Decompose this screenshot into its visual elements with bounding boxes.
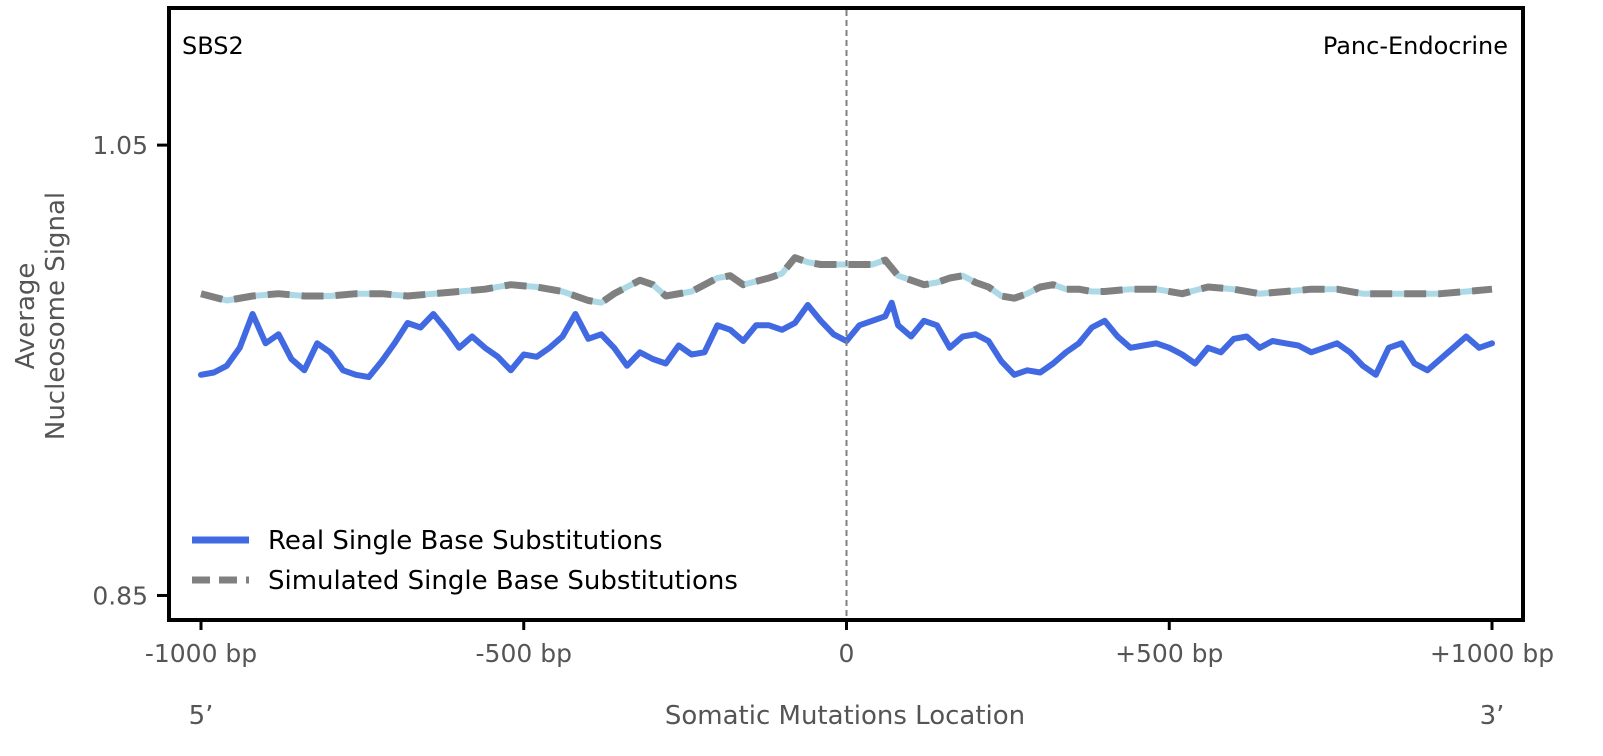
y-axis-label: Average Nucleosome Signal (11, 192, 71, 440)
y-tick-label-1: 1.05 (92, 131, 148, 160)
three-prime-label: 3’ (1480, 701, 1505, 731)
series-line-real-single-base-substitutions (198, 299, 1495, 381)
y-axis-label-line-2: Nucleosome Signal (41, 192, 71, 440)
y-tick-label-0: 0.85 (92, 581, 148, 610)
x-tick-label-3: +500 bp (1115, 639, 1223, 668)
x-axis-label: Somatic Mutations Location (665, 701, 1025, 731)
five-prime-label: 5’ (189, 701, 214, 731)
signature-label: SBS2 (182, 32, 244, 60)
x-tick-label-1: -500 bp (476, 639, 572, 668)
legend-real-label: Real Single Base Substitutions (268, 526, 663, 556)
legend-simulated-label: Simulated Single Base Substitutions (268, 566, 738, 596)
y-axis-label-line-1: Average (11, 263, 41, 370)
series-line-simulated-single-base-substitutions (200, 254, 1493, 307)
x-axis-ticks: -1000 bp -500 bp 0 +500 bp +1000 bp (145, 620, 1554, 668)
x-tick-label-4: +1000 bp (1430, 639, 1554, 668)
series-layer (198, 254, 1495, 381)
tissue-label: Panc-Endocrine (1323, 32, 1508, 60)
x-tick-label-2: 0 (839, 639, 855, 668)
legend: Real Single Base Substitutions Simulated… (192, 526, 738, 596)
x-tick-label-0: -1000 bp (145, 639, 257, 668)
y-axis-ticks: 0.85 1.05 (92, 131, 169, 610)
